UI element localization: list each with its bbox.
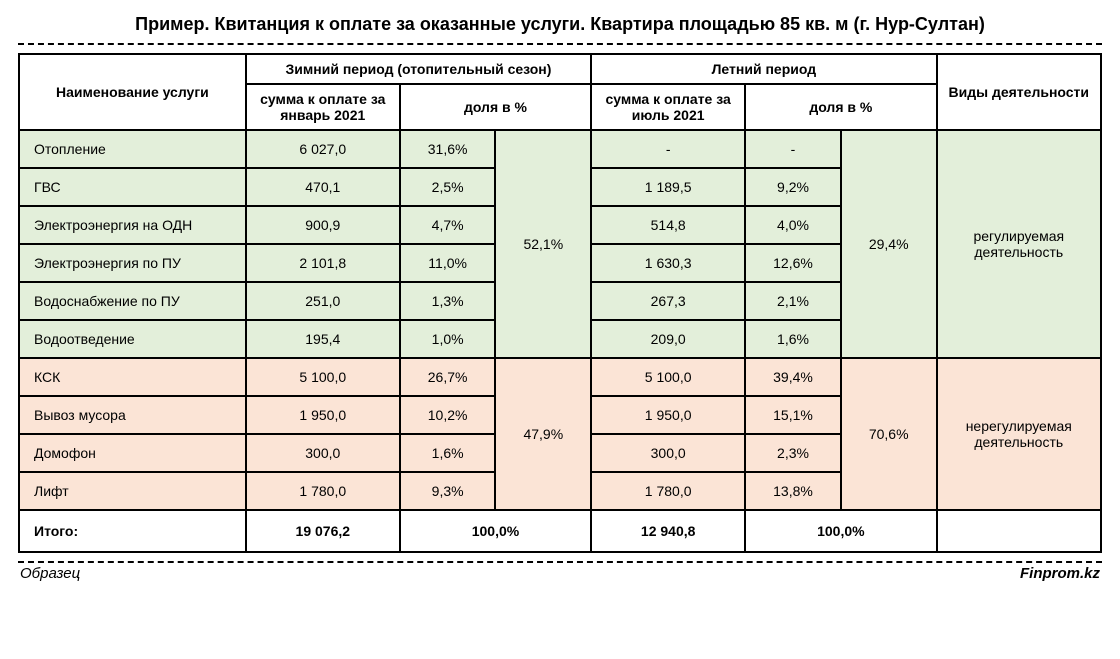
cell-service-name: Вывоз мусора <box>19 396 246 434</box>
cell-winter-group-pct: 47,9% <box>495 358 591 510</box>
cell-summer-pct: 39,4% <box>745 358 841 396</box>
cell-summer-sum: - <box>591 130 745 168</box>
table-row-total: Итого: 19 076,2 100,0% 12 940,8 100,0% <box>19 510 1101 552</box>
cell-summer-sum: 514,8 <box>591 206 745 244</box>
cell-total-summer-sum: 12 940,8 <box>591 510 745 552</box>
cell-winter-sum: 195,4 <box>246 320 400 358</box>
th-winter-group: Зимний период (отопительный сезон) <box>246 54 591 84</box>
th-winter-amount: сумма к оплате за январь 2021 <box>246 84 400 130</box>
cell-summer-sum: 300,0 <box>591 434 745 472</box>
cell-service-name: Домофон <box>19 434 246 472</box>
cell-winter-sum: 900,9 <box>246 206 400 244</box>
cell-winter-pct: 1,3% <box>400 282 496 320</box>
cell-winter-pct: 2,5% <box>400 168 496 206</box>
cell-activity-unregulated: нерегулируемая деятельность <box>937 358 1101 510</box>
th-activity-type: Виды деятельности <box>937 54 1101 130</box>
cell-winter-sum: 251,0 <box>246 282 400 320</box>
cell-summer-pct: 1,6% <box>745 320 841 358</box>
cell-winter-pct: 11,0% <box>400 244 496 282</box>
cell-total-winter-pct: 100,0% <box>400 510 591 552</box>
cell-summer-pct: 2,1% <box>745 282 841 320</box>
cell-summer-sum: 1 630,3 <box>591 244 745 282</box>
cell-total-winter-sum: 19 076,2 <box>246 510 400 552</box>
cell-winter-pct: 10,2% <box>400 396 496 434</box>
th-summer-amount: сумма к оплате за июль 2021 <box>591 84 745 130</box>
cell-summer-sum: 209,0 <box>591 320 745 358</box>
cell-summer-pct: 13,8% <box>745 472 841 510</box>
cell-summer-pct: 2,3% <box>745 434 841 472</box>
cell-winter-sum: 2 101,8 <box>246 244 400 282</box>
receipt-sheet: Пример. Квитанция к оплате за оказанные … <box>0 0 1120 588</box>
cell-summer-pct: 9,2% <box>745 168 841 206</box>
cell-activity-regulated: регулируемая деятельность <box>937 130 1101 358</box>
cell-service-name: Отопление <box>19 130 246 168</box>
cell-winter-sum: 5 100,0 <box>246 358 400 396</box>
cell-summer-sum: 1 780,0 <box>591 472 745 510</box>
cell-summer-sum: 1 950,0 <box>591 396 745 434</box>
table-row: КСК 5 100,0 26,7% 47,9% 5 100,0 39,4% 70… <box>19 358 1101 396</box>
cell-winter-sum: 300,0 <box>246 434 400 472</box>
cell-summer-group-pct: 29,4% <box>841 130 937 358</box>
cell-summer-pct: - <box>745 130 841 168</box>
th-winter-share: доля в % <box>400 84 591 130</box>
cell-summer-pct: 12,6% <box>745 244 841 282</box>
cell-service-name: ГВС <box>19 168 246 206</box>
footer: Образец Finprom.kz <box>18 565 1102 582</box>
cell-service-name: Водоснабжение по ПУ <box>19 282 246 320</box>
divider-top <box>18 43 1102 45</box>
cell-total-summer-pct: 100,0% <box>745 510 936 552</box>
cell-winter-pct: 4,7% <box>400 206 496 244</box>
cell-service-name: КСК <box>19 358 246 396</box>
th-summer-share: доля в % <box>745 84 936 130</box>
cell-winter-sum: 6 027,0 <box>246 130 400 168</box>
cell-total-empty <box>937 510 1101 552</box>
table-header: Наименование услуги Зимний период (отопи… <box>19 54 1101 130</box>
divider-bottom <box>18 561 1102 563</box>
cell-service-name: Водоотведение <box>19 320 246 358</box>
th-service-name: Наименование услуги <box>19 54 246 130</box>
cell-winter-pct: 1,0% <box>400 320 496 358</box>
page-title: Пример. Квитанция к оплате за оказанные … <box>18 10 1102 43</box>
cell-winter-sum: 1 950,0 <box>246 396 400 434</box>
receipt-table: Наименование услуги Зимний период (отопи… <box>18 53 1102 553</box>
cell-winter-sum: 1 780,0 <box>246 472 400 510</box>
th-summer-group: Летний период <box>591 54 936 84</box>
footer-sample-label: Образец <box>20 565 80 582</box>
cell-winter-pct: 9,3% <box>400 472 496 510</box>
cell-winter-pct: 1,6% <box>400 434 496 472</box>
footer-source-label: Finprom.kz <box>1020 565 1100 582</box>
cell-service-name: Электроэнергия по ПУ <box>19 244 246 282</box>
cell-summer-group-pct: 70,6% <box>841 358 937 510</box>
cell-service-name: Электроэнергия на ОДН <box>19 206 246 244</box>
cell-summer-pct: 4,0% <box>745 206 841 244</box>
cell-winter-pct: 26,7% <box>400 358 496 396</box>
cell-total-label: Итого: <box>19 510 246 552</box>
cell-service-name: Лифт <box>19 472 246 510</box>
cell-winter-group-pct: 52,1% <box>495 130 591 358</box>
cell-summer-pct: 15,1% <box>745 396 841 434</box>
cell-winter-pct: 31,6% <box>400 130 496 168</box>
cell-summer-sum: 267,3 <box>591 282 745 320</box>
cell-summer-sum: 1 189,5 <box>591 168 745 206</box>
cell-summer-sum: 5 100,0 <box>591 358 745 396</box>
table-row: Отопление 6 027,0 31,6% 52,1% - - 29,4% … <box>19 130 1101 168</box>
cell-winter-sum: 470,1 <box>246 168 400 206</box>
